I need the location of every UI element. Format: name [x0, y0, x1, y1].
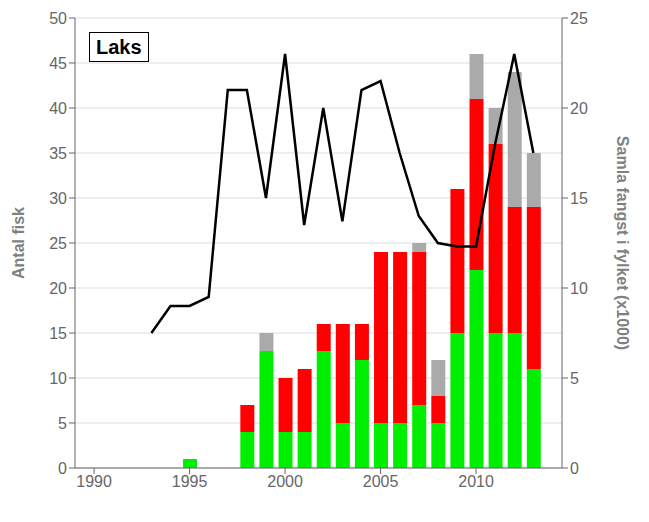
svg-text:15: 15 [570, 190, 588, 207]
svg-text:15: 15 [49, 325, 67, 342]
svg-text:25: 25 [49, 235, 67, 252]
svg-text:50: 50 [49, 10, 67, 27]
svg-text:25: 25 [570, 10, 588, 27]
svg-text:5: 5 [58, 415, 67, 432]
html-text:Laks: Laks [96, 36, 142, 58]
svg-text:Antal fisk: Antal fisk [10, 207, 27, 279]
svg-text:45: 45 [49, 55, 67, 72]
svg-text:2005: 2005 [363, 473, 399, 490]
svg-text:40: 40 [49, 100, 67, 117]
svg-text:2000: 2000 [267, 473, 303, 490]
svg-text:35: 35 [49, 145, 67, 162]
svg-text:0: 0 [58, 460, 67, 477]
svg-text:20: 20 [570, 100, 588, 117]
svg-text:5: 5 [570, 370, 579, 387]
svg-text:Samla fangst i fylket (x1000): Samla fangst i fylket (x1000) [614, 136, 631, 350]
svg-text:1995: 1995 [172, 473, 208, 490]
svg-text:30: 30 [49, 190, 67, 207]
svg-text:2010: 2010 [458, 473, 494, 490]
svg-text:20: 20 [49, 280, 67, 297]
svg-text:0: 0 [570, 460, 579, 477]
svg-text:10: 10 [49, 370, 67, 387]
svg-text:10: 10 [570, 280, 588, 297]
svg-text:1990: 1990 [76, 473, 112, 490]
